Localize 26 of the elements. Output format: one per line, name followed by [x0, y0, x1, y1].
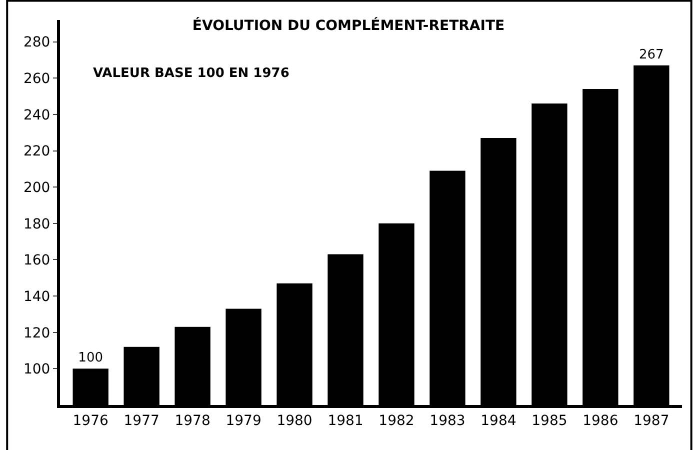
y-tick-label: 100: [23, 362, 50, 378]
data-label: 100: [78, 350, 104, 366]
x-tick-label: 1978: [174, 412, 210, 429]
x-tick-label: 1985: [532, 412, 568, 429]
x-tick-label: 1977: [124, 412, 160, 429]
annotation: VALEUR BASE 100 EN 1976: [93, 66, 290, 81]
x-tick-label: 1980: [276, 412, 312, 429]
y-tick-label: 200: [23, 180, 50, 196]
y-tick-label: 180: [23, 216, 50, 232]
y-tick-label: 220: [23, 144, 50, 160]
y-tick-label: 160: [23, 252, 50, 269]
y-tick-label: 260: [23, 71, 50, 88]
y-tick-label: 240: [23, 107, 50, 124]
y-tick-label: 140: [23, 288, 50, 305]
chart-title: ÉVOLUTION DU COMPLÉMENT-RETRAITE: [192, 17, 505, 34]
y-tick-label: 280: [23, 34, 50, 51]
x-tick-label: 1986: [582, 412, 618, 429]
x-tick-label: 1984: [480, 412, 516, 429]
x-tick-label: 1981: [328, 412, 364, 429]
x-tick-label: 1979: [226, 412, 262, 429]
x-tick-label: 1987: [634, 412, 670, 429]
x-tick-label: 1976: [72, 412, 108, 429]
x-tick-label: 1983: [430, 412, 466, 429]
x-tick-label: 1982: [378, 412, 414, 429]
y-tick-label: 120: [23, 325, 50, 342]
data-label: 267: [638, 47, 664, 62]
